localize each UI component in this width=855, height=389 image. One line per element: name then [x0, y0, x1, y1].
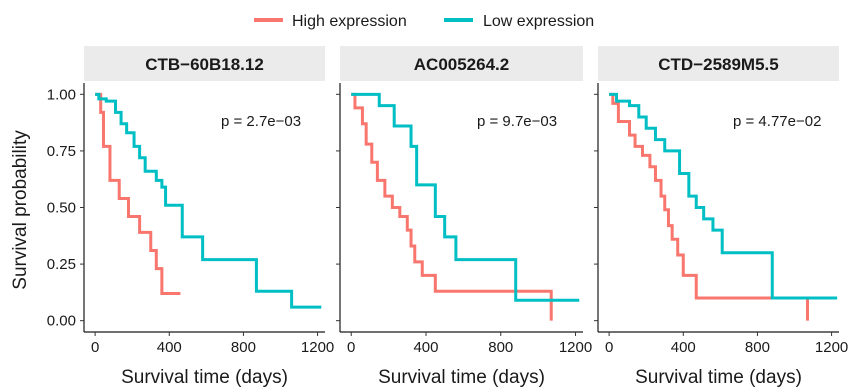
- panel-strip: [598, 46, 839, 81]
- x-tick-label: 400: [671, 339, 696, 356]
- y-tick-label: 0.50: [47, 200, 76, 217]
- panel-strip: [340, 46, 583, 81]
- panel-strip: [84, 46, 325, 81]
- panel-title: CTB−60B18.12: [145, 55, 264, 74]
- x-tick-label: 400: [413, 339, 438, 356]
- legend-label-high: High expression: [292, 13, 407, 30]
- panel-ctb-60b18-12: CTB−60B18.12 0.00 0.25 0.50 0.75 1.00 0 400 800…: [47, 46, 334, 388]
- panel-title: AC005264.2: [414, 55, 509, 74]
- y-axis-title: Survival probability: [10, 130, 31, 290]
- x-axis-title: Survival time (days): [378, 367, 545, 388]
- plot-area: 0 400 800 1200: [594, 83, 848, 356]
- survival-curve-low-expression: [95, 92, 322, 309]
- x-axis-title: Survival time (days): [121, 367, 288, 388]
- y-tick-label: 0.25: [47, 256, 76, 273]
- x-tick-label: 800: [745, 339, 770, 356]
- p-value-label: p = 9.7e−03: [477, 113, 557, 130]
- legend-label-low: Low expression: [483, 13, 594, 30]
- x-tick-label: 1200: [815, 339, 848, 356]
- panel-ctd-2589m5-5: CTD−2589M5.5 0 400 800 1200 p = 4.77e−02 Su…: [594, 46, 848, 388]
- legend: High expression Low expression: [254, 13, 594, 30]
- y-tick-label: 1.00: [47, 86, 76, 103]
- survival-curve-high-expression: [351, 92, 553, 321]
- survival-curve-low-expression: [351, 92, 580, 302]
- plot-area: 0 400 800 1200: [336, 83, 592, 356]
- x-tick-label: 0: [91, 339, 99, 356]
- x-tick-label: 1200: [559, 339, 592, 356]
- x-axis-title: Survival time (days): [635, 367, 802, 388]
- x-tick-label: 0: [347, 339, 355, 356]
- y-tick-label: 0.75: [47, 143, 76, 160]
- y-tick-label: 0.00: [47, 313, 76, 330]
- survival-curve-high-expression: [95, 92, 181, 296]
- x-tick-label: 400: [157, 339, 182, 356]
- survival-curve-low-expression: [609, 92, 838, 300]
- x-tick-label: 800: [231, 339, 256, 356]
- p-value-label: p = 2.7e−03: [221, 113, 301, 130]
- survival-curve-high-expression: [609, 92, 809, 321]
- panel-ac005264-2: AC005264.2 0 400 800 1200 p = 9.7e−03 Survi…: [336, 46, 592, 388]
- x-tick-label: 800: [488, 339, 513, 356]
- x-tick-label: 0: [605, 339, 613, 356]
- plot-area: 0.00 0.25 0.50 0.75 1.00 0 400 800 1200: [47, 83, 334, 356]
- x-tick-label: 1200: [301, 339, 334, 356]
- panel-title: CTD−2589M5.5: [658, 55, 778, 74]
- p-value-label: p = 4.77e−02: [733, 113, 821, 130]
